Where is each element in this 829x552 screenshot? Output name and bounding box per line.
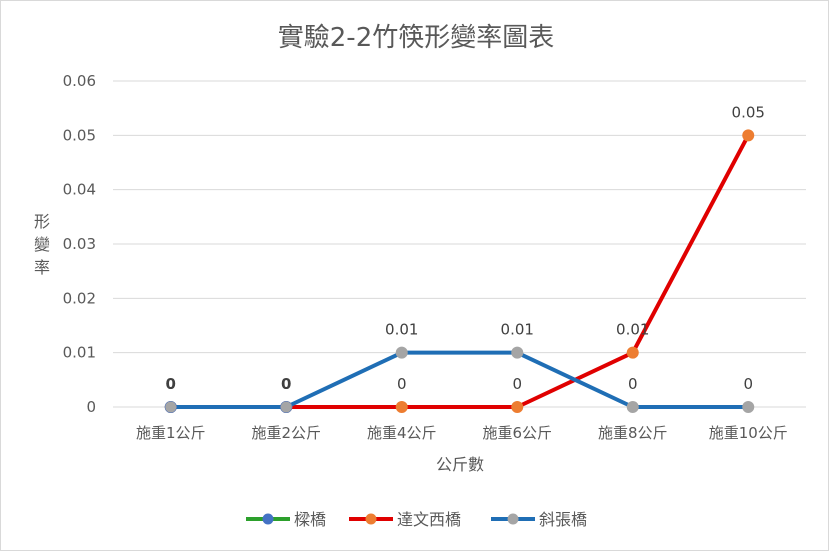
legend-item: 樑橋 xyxy=(246,510,326,529)
legend: 樑橋 達文西橋 斜張橋 xyxy=(246,510,587,529)
data-label: 0 xyxy=(512,375,522,393)
data-point xyxy=(395,346,408,359)
legend-item: 達文西橋 xyxy=(349,510,461,529)
data-point xyxy=(626,346,639,359)
data-label: 0 xyxy=(397,375,407,393)
series-line xyxy=(168,133,751,409)
data-point xyxy=(165,401,177,413)
data-labels: 0 0 0 0 0.01 0.05 0.01 0.01 0 0 xyxy=(166,103,765,393)
y-tick-label: 0 xyxy=(86,398,96,416)
data-point xyxy=(511,401,524,413)
data-label: 0.05 xyxy=(732,103,765,121)
legend-marker xyxy=(365,513,377,525)
data-label: 0.01 xyxy=(385,321,418,339)
data-point xyxy=(395,401,408,413)
y-tick-label: 0.06 xyxy=(63,72,96,90)
chart-title: 實驗2-2竹筷形變率圖表 xyxy=(278,23,554,53)
legend-marker xyxy=(262,513,274,525)
data-point xyxy=(742,401,755,413)
data-label: 0 xyxy=(281,375,291,393)
data-label: 0.01 xyxy=(501,321,534,339)
series-points xyxy=(164,129,755,413)
x-tick-label: 施重6公斤 xyxy=(482,424,552,442)
y-axis-title: 形變率 xyxy=(34,212,50,277)
legend-marker xyxy=(507,513,519,525)
data-label: 0.01 xyxy=(616,321,649,339)
y-tick-label: 0.04 xyxy=(63,181,96,199)
x-tick-label: 施重8公斤 xyxy=(598,424,668,442)
y-axis-ticks: 0 0.01 0.02 0.03 0.04 0.05 0.06 xyxy=(63,72,96,416)
x-tick-label: 施重1公斤 xyxy=(136,424,206,442)
y-tick-label: 0.01 xyxy=(63,344,96,362)
legend-label: 斜張橋 xyxy=(539,510,587,529)
data-label: 0 xyxy=(628,375,638,393)
data-label: 0 xyxy=(166,375,176,393)
data-point xyxy=(626,401,639,413)
x-axis-ticks: 施重1公斤 施重2公斤 施重4公斤 施重6公斤 施重8公斤 施重10公斤 xyxy=(136,424,788,442)
legend-label: 達文西橋 xyxy=(397,510,461,529)
series-line xyxy=(168,350,751,409)
x-tick-label: 施重2公斤 xyxy=(251,424,321,442)
data-point xyxy=(511,346,524,359)
data-point xyxy=(280,401,292,413)
x-axis-title: 公斤數 xyxy=(436,455,484,474)
data-label: 0 xyxy=(743,375,753,393)
legend-label: 樑橋 xyxy=(294,510,326,529)
y-tick-label: 0.03 xyxy=(63,235,96,253)
gridlines xyxy=(113,80,806,408)
data-point xyxy=(742,129,755,142)
series-lines xyxy=(168,133,751,409)
x-tick-label: 施重4公斤 xyxy=(367,424,437,442)
y-tick-label: 0.05 xyxy=(63,126,96,144)
y-tick-label: 0.02 xyxy=(63,289,96,307)
x-tick-label: 施重10公斤 xyxy=(709,424,788,442)
legend-item: 斜張橋 xyxy=(491,510,587,529)
